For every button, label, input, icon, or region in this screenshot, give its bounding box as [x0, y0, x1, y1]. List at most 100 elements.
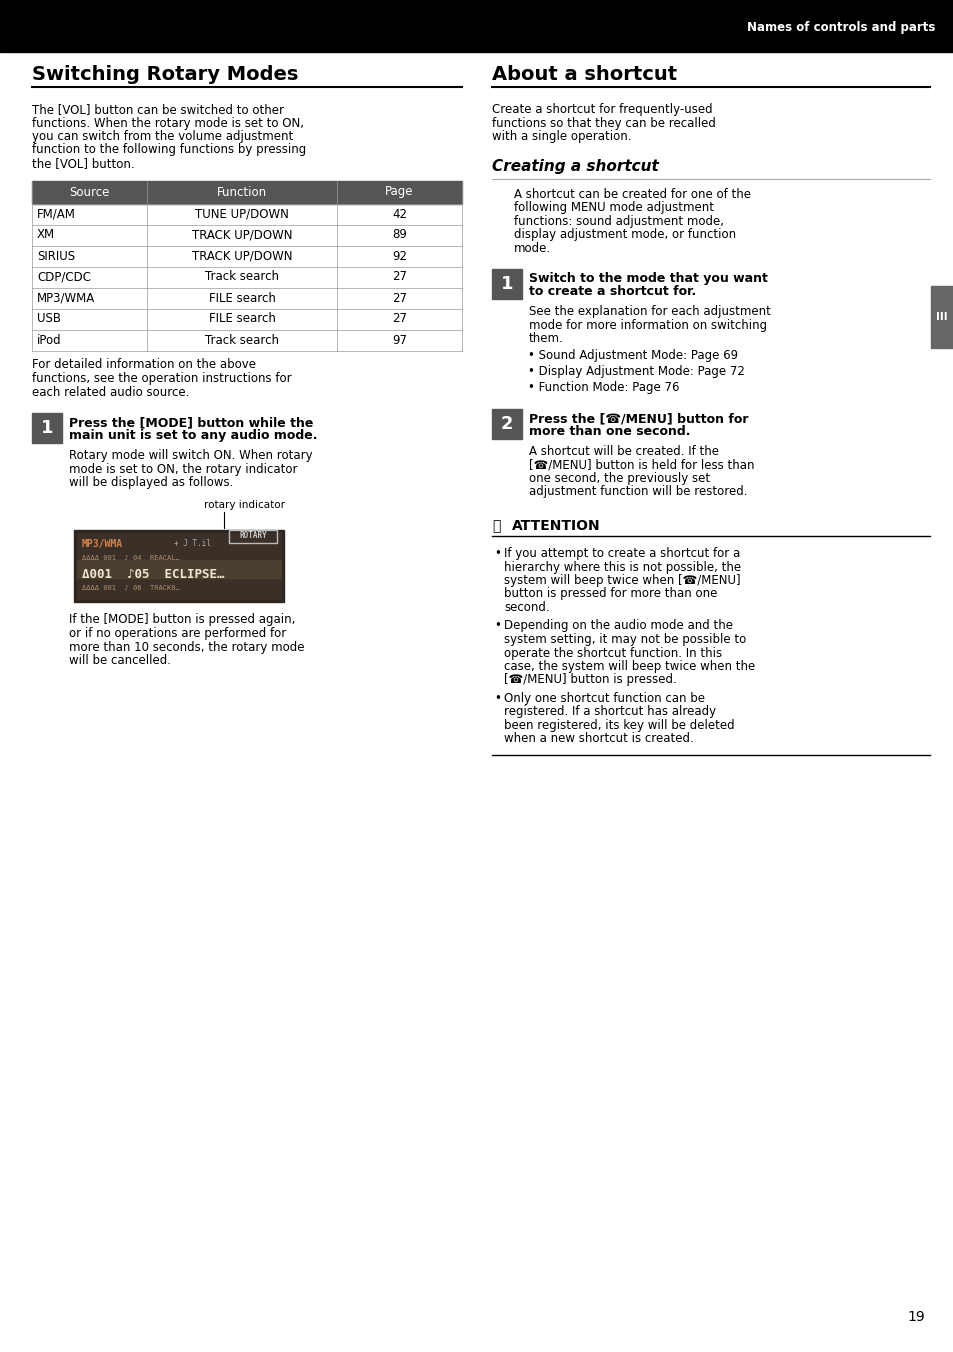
Text: Names of controls and parts: Names of controls and parts — [746, 20, 934, 34]
Text: been registered, its key will be deleted: been registered, its key will be deleted — [503, 719, 734, 731]
Text: display adjustment mode, or function: display adjustment mode, or function — [514, 228, 736, 241]
Text: iPod: iPod — [37, 334, 62, 346]
Text: functions. When the rotary mode is set to ON,: functions. When the rotary mode is set t… — [32, 116, 304, 130]
Text: 1: 1 — [500, 274, 513, 293]
Text: to create a shortcut for.: to create a shortcut for. — [529, 285, 696, 297]
Text: MP3/WMA: MP3/WMA — [82, 539, 123, 549]
Text: will be displayed as follows.: will be displayed as follows. — [69, 476, 233, 489]
Text: • Function Mode: Page 76: • Function Mode: Page 76 — [527, 381, 679, 395]
Text: function to the following functions by pressing: function to the following functions by p… — [32, 143, 306, 157]
Text: ATTENTION: ATTENTION — [512, 519, 600, 533]
Text: 97: 97 — [392, 334, 407, 346]
Text: • Sound Adjustment Mode: Page 69: • Sound Adjustment Mode: Page 69 — [527, 349, 738, 361]
Text: XM: XM — [37, 228, 55, 242]
Text: operate the shortcut function. In this: operate the shortcut function. In this — [503, 646, 721, 660]
Text: • Display Adjustment Mode: Page 72: • Display Adjustment Mode: Page 72 — [527, 365, 744, 379]
Text: TUNE UP/DOWN: TUNE UP/DOWN — [194, 207, 289, 220]
Text: CDP/CDC: CDP/CDC — [37, 270, 91, 284]
Bar — [229, 530, 276, 542]
Text: Page: Page — [385, 185, 414, 199]
Text: FILE search: FILE search — [209, 312, 275, 326]
Text: case, the system will beep twice when the: case, the system will beep twice when th… — [503, 660, 755, 673]
Text: If the [MODE] button is pressed again,: If the [MODE] button is pressed again, — [69, 614, 295, 626]
Bar — [492, 269, 521, 299]
Text: Create a shortcut for frequently-used: Create a shortcut for frequently-used — [492, 103, 712, 116]
Text: one second, the previously set: one second, the previously set — [529, 472, 709, 485]
Text: the [VOL] button.: the [VOL] button. — [32, 157, 134, 170]
Text: you can switch from the volume adjustment: you can switch from the volume adjustmen… — [32, 130, 293, 143]
Text: Depending on the audio mode and the: Depending on the audio mode and the — [503, 619, 732, 633]
Text: main unit is set to any audio mode.: main unit is set to any audio mode. — [69, 429, 317, 442]
Text: 1: 1 — [41, 419, 53, 437]
Text: FILE search: FILE search — [209, 292, 275, 304]
Text: 27: 27 — [392, 292, 407, 304]
Text: 📋: 📋 — [492, 519, 500, 533]
Text: mode for more information on switching: mode for more information on switching — [529, 319, 766, 331]
Bar — [77, 533, 281, 599]
Bar — [32, 412, 62, 443]
Text: ΔΔΔΔ 001  ♪ 04  REACAL…: ΔΔΔΔ 001 ♪ 04 REACAL… — [82, 556, 179, 561]
Text: 2: 2 — [500, 415, 513, 433]
Bar — [492, 410, 521, 439]
Text: second.: second. — [503, 602, 549, 614]
Text: system setting, it may not be possible to: system setting, it may not be possible t… — [503, 633, 745, 646]
Text: functions, see the operation instructions for: functions, see the operation instruction… — [32, 372, 292, 385]
Text: them.: them. — [529, 333, 563, 345]
Bar — [0, 0, 953, 51]
Text: The [VOL] button can be switched to other: The [VOL] button can be switched to othe… — [32, 103, 284, 116]
Text: 27: 27 — [392, 312, 407, 326]
Text: [☎/MENU] button is held for less than: [☎/MENU] button is held for less than — [529, 458, 754, 472]
Text: SIRIUS: SIRIUS — [37, 250, 75, 262]
Text: •: • — [494, 548, 500, 560]
Text: mode.: mode. — [514, 242, 551, 254]
Text: with a single operation.: with a single operation. — [492, 130, 631, 143]
Text: Track search: Track search — [205, 270, 278, 284]
Text: TRACK UP/DOWN: TRACK UP/DOWN — [192, 250, 292, 262]
Text: Press the [MODE] button while the: Press the [MODE] button while the — [69, 416, 313, 429]
Text: functions: sound adjustment mode,: functions: sound adjustment mode, — [514, 215, 723, 227]
Text: 92: 92 — [392, 250, 407, 262]
Text: adjustment function will be restored.: adjustment function will be restored. — [529, 485, 747, 499]
Text: About a shortcut: About a shortcut — [492, 65, 677, 84]
Bar — [930, 287, 953, 347]
Text: Switch to the mode that you want: Switch to the mode that you want — [529, 272, 767, 285]
Text: 19: 19 — [906, 1310, 924, 1324]
Text: USB: USB — [37, 312, 61, 326]
Text: [☎/MENU] button is pressed.: [☎/MENU] button is pressed. — [503, 673, 676, 687]
Text: Function: Function — [216, 185, 267, 199]
Text: For detailed information on the above: For detailed information on the above — [32, 358, 255, 372]
Text: more than 10 seconds, the rotary mode: more than 10 seconds, the rotary mode — [69, 641, 304, 653]
Text: functions so that they can be recalled: functions so that they can be recalled — [492, 116, 715, 130]
Text: Rotary mode will switch ON. When rotary: Rotary mode will switch ON. When rotary — [69, 449, 313, 462]
Text: or if no operations are performed for: or if no operations are performed for — [69, 627, 286, 639]
Text: A shortcut will be created. If the: A shortcut will be created. If the — [529, 445, 719, 458]
Text: following MENU mode adjustment: following MENU mode adjustment — [514, 201, 713, 214]
Text: •: • — [494, 692, 500, 704]
Text: + J T.il: + J T.il — [173, 539, 211, 549]
Text: will be cancelled.: will be cancelled. — [69, 654, 171, 667]
Text: Source: Source — [70, 185, 110, 199]
Text: 27: 27 — [392, 270, 407, 284]
Text: ΔΔΔΔ 001  ♪ 06  TRACK0…: ΔΔΔΔ 001 ♪ 06 TRACK0… — [82, 585, 179, 592]
Bar — [74, 530, 284, 602]
Text: See the explanation for each adjustment: See the explanation for each adjustment — [529, 306, 770, 318]
Text: FM/AM: FM/AM — [37, 207, 76, 220]
Text: Press the [☎/MENU] button for: Press the [☎/MENU] button for — [529, 412, 748, 425]
Text: MP3/WMA: MP3/WMA — [37, 292, 95, 304]
Text: Δ001  ♪05  ECLIPSE…: Δ001 ♪05 ECLIPSE… — [82, 568, 224, 581]
Text: TRACK UP/DOWN: TRACK UP/DOWN — [192, 228, 292, 242]
Text: rotary indicator: rotary indicator — [204, 499, 285, 510]
Text: more than one second.: more than one second. — [529, 425, 690, 438]
Text: mode is set to ON, the rotary indicator: mode is set to ON, the rotary indicator — [69, 462, 297, 476]
Text: Switching Rotary Modes: Switching Rotary Modes — [32, 65, 298, 84]
Text: system will beep twice when [☎/MENU]: system will beep twice when [☎/MENU] — [503, 575, 740, 587]
Bar — [32, 181, 461, 204]
Text: when a new shortcut is created.: when a new shortcut is created. — [503, 733, 693, 745]
Text: 89: 89 — [392, 228, 407, 242]
Text: button is pressed for more than one: button is pressed for more than one — [503, 588, 717, 600]
Text: If you attempt to create a shortcut for a: If you attempt to create a shortcut for … — [503, 548, 740, 560]
Text: •: • — [494, 619, 500, 633]
Text: registered. If a shortcut has already: registered. If a shortcut has already — [503, 706, 716, 718]
Text: Track search: Track search — [205, 334, 278, 346]
Text: Only one shortcut function can be: Only one shortcut function can be — [503, 692, 704, 704]
